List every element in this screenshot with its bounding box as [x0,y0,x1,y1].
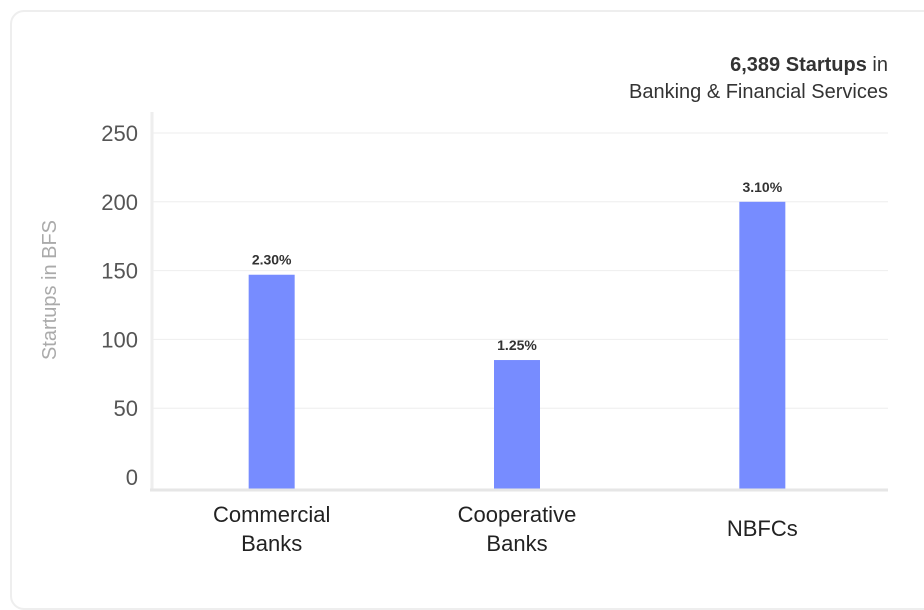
bar-value-label: 2.30% [252,252,292,268]
category-label: Commercial Banks [213,502,330,556]
sector-name: Banking & Financial Services [628,81,888,103]
category-label-line: NBFCs [727,516,798,541]
y-axis-title: Startups in BFS [39,220,61,360]
startup-count: 6,389 Startups [730,54,867,76]
category-label-line: Banks [486,531,547,556]
bar-value-label: 1.25% [497,337,537,353]
bar [739,201,786,490]
y-tick-label: 50 [114,396,138,421]
bar-chart: 0 50 100 150 200 250 Startups in BFS 2.30% 1.2… [39,112,888,556]
chart-header: 6,389 Startups in Banking & Financial Se… [629,52,888,106]
y-tick-label: 100 [101,327,138,352]
data-labels: 2.30% 1.25% 3.10% [252,179,783,353]
y-tick-label: 200 [101,190,138,215]
header-line-1: 6,389 Startups in [629,52,888,79]
y-tick-label: 150 [101,259,138,284]
bar-value-label: 3.10% [742,179,782,195]
bar [494,360,540,489]
y-tick-label: 0 [126,465,138,490]
bar [248,274,295,489]
category-label-line: Cooperative [458,502,577,527]
category-label-line: Commercial [213,502,330,527]
category-label: Cooperative Banks [458,502,577,556]
header-in-word: in [872,54,888,76]
category-labels: Commercial Banks Cooperative Banks NBFCs [213,502,798,556]
category-label: NBFCs [727,516,798,541]
bars [248,201,786,490]
y-tick-label: 250 [101,121,138,146]
y-axis-ticks: 0 50 100 150 200 250 [101,121,138,490]
category-label-line: Banks [241,531,302,556]
